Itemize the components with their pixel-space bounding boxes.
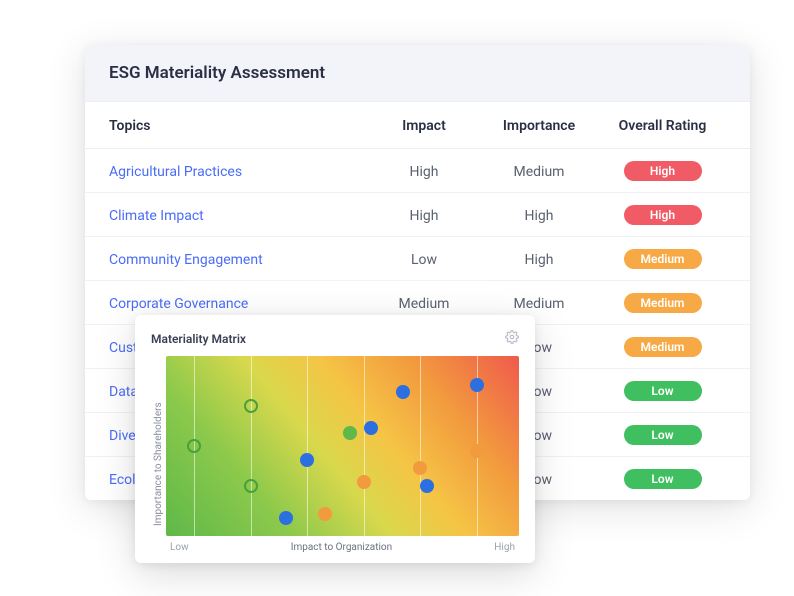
rating-badge: High xyxy=(624,205,702,225)
importance-value: Medium xyxy=(514,164,565,180)
x-axis-row: Low Impact to Organization High xyxy=(166,536,519,553)
table-header-row: Topics Impact Importance Overall Rating xyxy=(85,102,750,149)
chart-wrap: Low Impact to Organization High xyxy=(166,356,519,553)
gear-icon[interactable] xyxy=(505,329,519,348)
matrix-point[interactable] xyxy=(318,507,332,521)
topic-link[interactable]: Agricultural Practices xyxy=(109,164,242,180)
matrix-point[interactable] xyxy=(364,421,378,435)
card-header: ESG Materiality Assessment xyxy=(85,45,750,102)
x-low-label: Low xyxy=(170,542,189,553)
impact-value: High xyxy=(410,208,439,224)
impact-value: Low xyxy=(411,252,437,268)
impact-value: High xyxy=(410,164,439,180)
grid-line xyxy=(364,356,365,536)
grid-line xyxy=(307,356,308,536)
matrix-title: Materiality Matrix xyxy=(151,332,246,346)
matrix-card: Materiality Matrix Importance to Shareho… xyxy=(135,315,535,563)
matrix-point[interactable] xyxy=(343,426,357,440)
rating-badge: High xyxy=(624,161,702,181)
matrix-point[interactable] xyxy=(187,439,201,453)
col-header-importance: Importance xyxy=(479,118,599,134)
importance-value: High xyxy=(525,208,554,224)
y-axis-label: Importance to Shareholders xyxy=(151,356,166,553)
matrix-header: Materiality Matrix xyxy=(151,329,519,348)
col-header-topics: Topics xyxy=(109,118,369,134)
rating-badge: Medium xyxy=(624,293,702,313)
rating-badge: Medium xyxy=(624,249,702,269)
matrix-point[interactable] xyxy=(244,399,258,413)
rating-badge: Low xyxy=(624,425,702,445)
rating-badge: Low xyxy=(624,469,702,489)
col-header-rating: Overall Rating xyxy=(599,118,726,134)
card-title: ESG Materiality Assessment xyxy=(109,63,726,83)
matrix-point[interactable] xyxy=(300,453,314,467)
table-row: Climate Impact High High High xyxy=(85,193,750,237)
topic-link[interactable]: Corporate Governance xyxy=(109,296,248,312)
matrix-point[interactable] xyxy=(470,444,484,458)
importance-value: High xyxy=(525,252,554,268)
table-row: Agricultural Practices High Medium High xyxy=(85,149,750,193)
matrix-point[interactable] xyxy=(357,475,371,489)
chart-area xyxy=(166,356,519,536)
grid-line xyxy=(251,356,252,536)
matrix-body: Importance to Shareholders Low Impact to… xyxy=(151,356,519,553)
grid-line xyxy=(420,356,421,536)
x-axis-label: Impact to Organization xyxy=(291,542,392,553)
matrix-point[interactable] xyxy=(396,385,410,399)
topic-link[interactable]: Climate Impact xyxy=(109,208,204,224)
impact-value: Medium xyxy=(399,296,450,312)
rating-badge: Medium xyxy=(624,337,702,357)
table-row: Community Engagement Low High Medium xyxy=(85,237,750,281)
topic-link[interactable]: Community Engagement xyxy=(109,252,263,268)
matrix-point[interactable] xyxy=(420,479,434,493)
matrix-point[interactable] xyxy=(470,378,484,392)
matrix-point[interactable] xyxy=(244,479,258,493)
x-high-label: High xyxy=(494,542,515,553)
matrix-point[interactable] xyxy=(279,511,293,525)
col-header-impact: Impact xyxy=(369,118,479,134)
rating-badge: Low xyxy=(624,381,702,401)
matrix-point[interactable] xyxy=(413,461,427,475)
importance-value: Medium xyxy=(514,296,565,312)
